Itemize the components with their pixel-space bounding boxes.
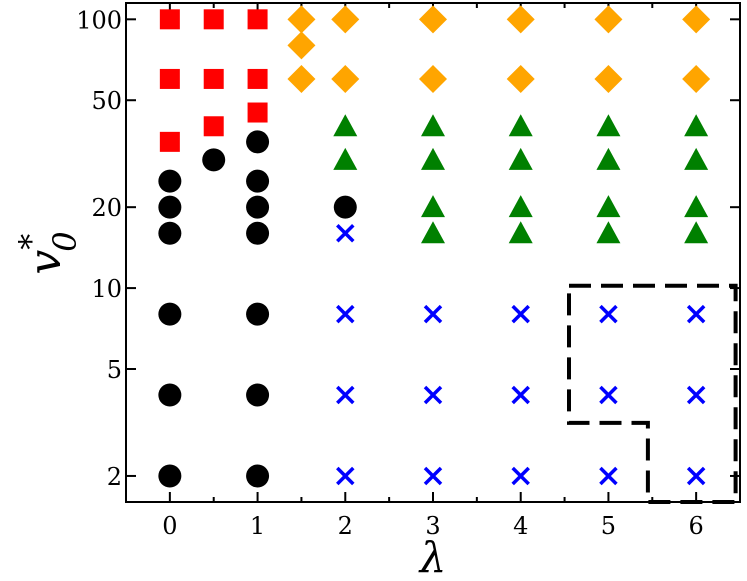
diamond-point [331,64,360,93]
triangle-point [508,195,533,218]
y-tick-label: 100 [76,6,122,34]
x-point [423,385,443,405]
triangle-point [596,114,621,137]
x-point [599,466,618,486]
x-point [686,304,706,324]
triangle-point [684,221,709,244]
axis-ticks: 0 1 2 3 4 5 6 2 5 10 20 50 100 [76,3,740,540]
y-tick-label: 2 [107,463,122,491]
square-point [247,9,268,30]
triangle-point [421,114,445,137]
triangle-point [421,195,445,218]
y-axis-label-sup: * [12,234,50,250]
square-point [159,9,180,30]
circle-point [158,221,182,245]
triangle-point [684,114,709,137]
diamond-point [287,31,316,60]
circle-point [246,221,270,245]
circle-point [158,383,182,407]
diamond-point [331,5,360,34]
y-tick-label: 5 [107,356,122,384]
x-point [511,385,530,405]
diamond-point [287,64,316,93]
x-tick-label: 4 [513,512,528,540]
triangle-point [508,147,533,170]
x-point [511,466,530,486]
circle-point [158,302,182,326]
triangle-point [421,147,445,170]
x-tick-label: 0 [162,512,177,540]
x-point [423,304,443,324]
circle-point [246,169,270,193]
square-point [247,102,268,123]
circle-point [246,195,270,219]
diamond-point [506,64,535,93]
x-point [336,385,355,405]
circle-point [246,130,270,154]
square-point [203,68,224,89]
x-point [686,466,706,486]
x-point [336,304,355,324]
circle-point [202,148,226,172]
circle-point [246,464,270,488]
x-point [599,304,618,324]
x-point [686,385,706,405]
circle-point [246,383,270,407]
square-point [159,131,180,152]
circle-point [246,302,270,326]
x-point [511,304,530,324]
y-tick-label: 20 [91,194,122,222]
triangle-point [684,195,709,218]
circle-point [158,195,182,219]
x-axis-label: λ [418,533,447,581]
diamond-point [419,5,447,34]
x-tick-label: 2 [338,512,353,540]
x-point [336,466,355,486]
x-tick-label: 5 [601,512,616,540]
circle-point [158,169,182,193]
triangle-point [596,147,621,170]
triangle-point [596,195,621,218]
x-tick-label: 6 [689,512,704,540]
triangle-point [508,221,533,244]
diamond-point [287,5,316,34]
diamond-point [682,64,711,93]
x-tick-label: 3 [425,512,440,540]
diamond-point [506,5,535,34]
diamond-point [594,5,623,34]
triangle-point [333,147,358,170]
y-tick-label: 50 [91,87,122,115]
data-points [158,5,711,488]
x-point [423,466,443,486]
diamond-point [682,5,711,34]
svg-text:v*0: v*0 [12,231,84,274]
triangle-point [421,221,445,244]
circle-point [158,464,182,488]
y-axis-label-main: v [20,250,71,275]
dashed-region-outline [567,283,738,504]
diamond-point [594,64,623,93]
triangle-point [333,114,358,137]
x-point [599,385,618,405]
x-point [336,223,355,243]
y-tick-label: 10 [91,275,122,303]
triangle-point [508,114,533,137]
diamond-point [419,64,447,93]
y-axis-label-sub: 0 [46,231,84,251]
square-point [247,68,268,89]
triangle-point [596,221,621,244]
circle-point [333,195,357,219]
square-point [159,68,180,89]
square-point [203,9,224,30]
square-point [203,116,224,137]
triangle-point [684,147,709,170]
x-tick-label: 1 [250,512,265,540]
dashed-region [567,283,738,504]
y-axis-label: v*0 [12,231,84,274]
